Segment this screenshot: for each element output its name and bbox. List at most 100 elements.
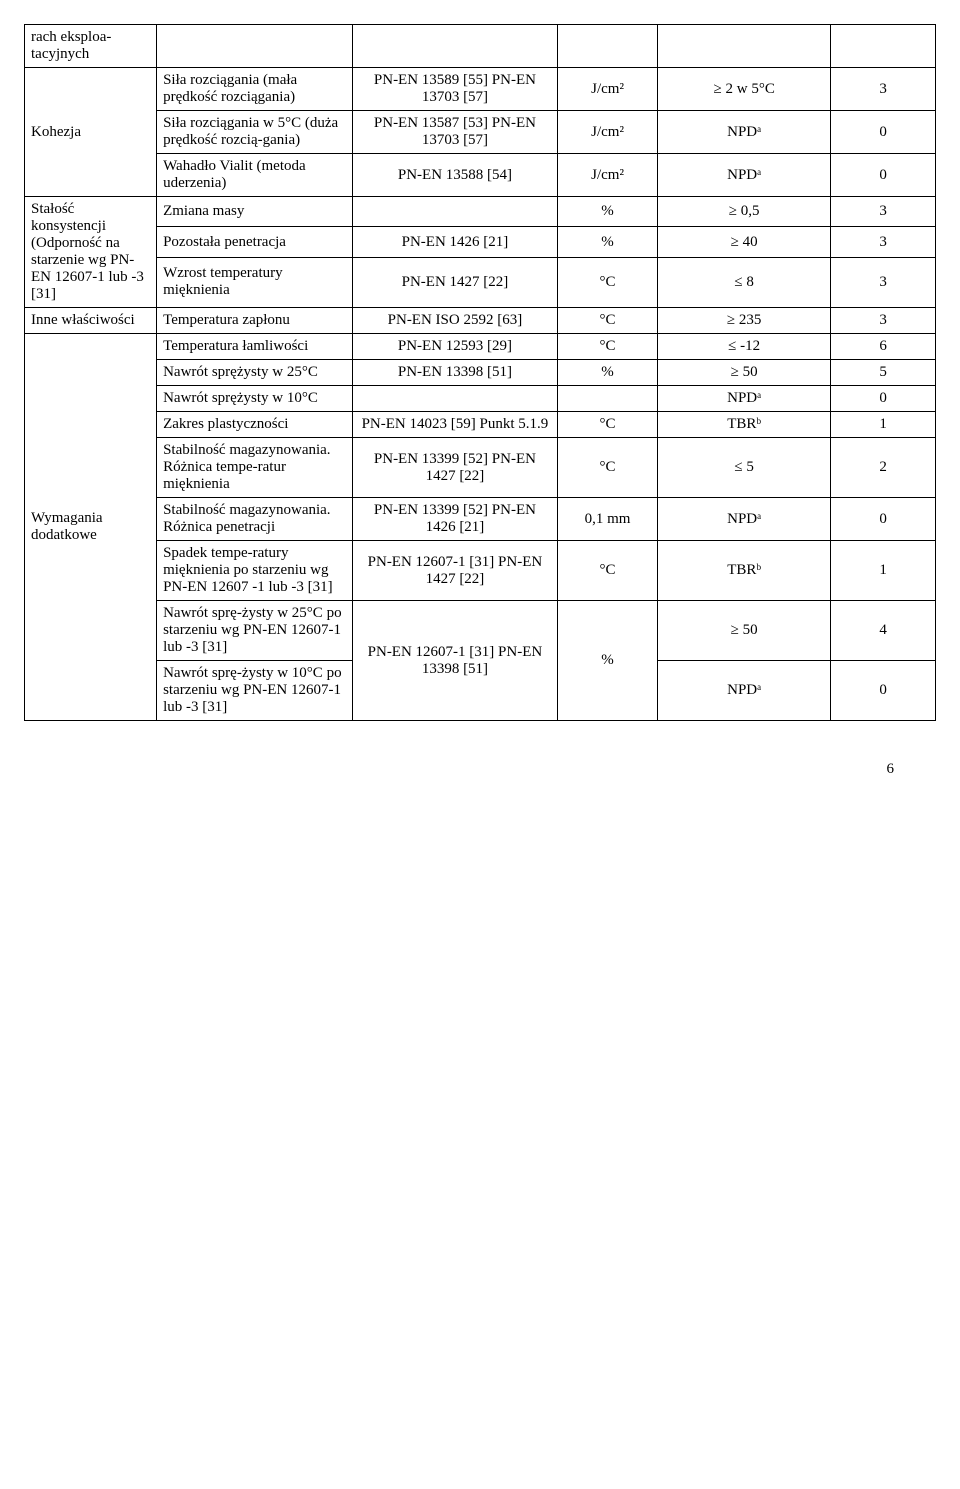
table-cell: PN-EN 13589 [55] PN-EN 13703 [57] [352, 68, 557, 111]
table-cell: TBRᵇ [658, 541, 831, 601]
table-cell: 3 [831, 227, 936, 257]
table-cell: Stabilność magazynowania. Różnica penetr… [157, 498, 353, 541]
table-cell [352, 386, 557, 412]
table-cell: Siła rozciągania (mała prędkość rozciąga… [157, 68, 353, 111]
table-cell: % [557, 227, 657, 257]
table-row: Nawrót sprężysty w 10°CNPDᵃ0 [25, 386, 936, 412]
table-cell: 0 [831, 386, 936, 412]
table-cell: PN-EN 12607-1 [31] PN-EN 13398 [51] [352, 601, 557, 721]
table-cell: 3 [831, 197, 936, 227]
table-cell: NPDᵃ [658, 154, 831, 197]
table-cell: TBRᵇ [658, 412, 831, 438]
table-cell: °C [557, 308, 657, 334]
table-row: Wahadło Vialit (metoda uderzenia)PN-EN 1… [25, 154, 936, 197]
table-cell: J/cm² [557, 154, 657, 197]
table-cell: °C [557, 334, 657, 360]
table-cell: NPDᵃ [658, 498, 831, 541]
table-cell: Kohezja [25, 68, 157, 197]
table-row: Stabilność magazynowania. Różnica penetr… [25, 498, 936, 541]
table-cell [557, 25, 657, 68]
table-cell: °C [557, 541, 657, 601]
table-cell: ≥ 50 [658, 360, 831, 386]
table-cell [831, 25, 936, 68]
table-cell: Stałość konsystencji (Odporność na starz… [25, 197, 157, 308]
table-cell: Zmiana masy [157, 197, 353, 227]
table-cell: ≥ 2 w 5°C [658, 68, 831, 111]
table-row: Siła rozciągania w 5°C (duża prędkość ro… [25, 111, 936, 154]
table-cell: Wzrost temperatury mięknienia [157, 257, 353, 307]
table-row: Wzrost temperatury mięknieniaPN-EN 1427 … [25, 257, 936, 307]
table-row: Nawrót sprę-żysty w 25°C po starzeniu wg… [25, 601, 936, 661]
table-cell: NPDᵃ [658, 111, 831, 154]
table-cell: Nawrót sprę-żysty w 25°C po starzeniu wg… [157, 601, 353, 661]
table-cell: PN-EN 13587 [53] PN-EN 13703 [57] [352, 111, 557, 154]
table-cell: Nawrót sprężysty w 10°C [157, 386, 353, 412]
table-cell [557, 386, 657, 412]
table-row: KohezjaSiła rozciągania (mała prędkość r… [25, 68, 936, 111]
table-cell: PN-EN 14023 [59] Punkt 5.1.9 [352, 412, 557, 438]
table-cell: rach eksploa-tacyjnych [25, 25, 157, 68]
spec-table: rach eksploa-tacyjnychKohezjaSiła rozcią… [24, 24, 936, 721]
table-cell: PN-EN 13588 [54] [352, 154, 557, 197]
table-row: rach eksploa-tacyjnych [25, 25, 936, 68]
table-cell: Pozostała penetracja [157, 227, 353, 257]
table-cell: ≤ -12 [658, 334, 831, 360]
table-cell: 3 [831, 308, 936, 334]
table-cell: PN-EN 12593 [29] [352, 334, 557, 360]
table-cell: ≥ 50 [658, 601, 831, 661]
table-cell: 0 [831, 154, 936, 197]
table-cell: Temperatura zapłonu [157, 308, 353, 334]
table-cell: 3 [831, 257, 936, 307]
table-cell: 4 [831, 601, 936, 661]
page-number: 6 [24, 721, 936, 778]
table-row: Spadek tempe-ratury mięknienia po starze… [25, 541, 936, 601]
table-cell: PN-EN 13399 [52] PN-EN 1426 [21] [352, 498, 557, 541]
table-row: Stabilność magazynowania. Różnica tempe-… [25, 438, 936, 498]
table-cell: J/cm² [557, 111, 657, 154]
table-cell: PN-EN 13398 [51] [352, 360, 557, 386]
table-cell: PN-EN 12607-1 [31] PN-EN 1427 [22] [352, 541, 557, 601]
table-cell: ≥ 40 [658, 227, 831, 257]
table-cell: J/cm² [557, 68, 657, 111]
table-cell: °C [557, 412, 657, 438]
table-cell: 0 [831, 661, 936, 721]
table-row: Zakres plastycznościPN-EN 14023 [59] Pun… [25, 412, 936, 438]
table-cell: PN-EN 13399 [52] PN-EN 1427 [22] [352, 438, 557, 498]
table-cell [352, 197, 557, 227]
table-cell: °C [557, 257, 657, 307]
table-cell: Nawrót sprężysty w 25°C [157, 360, 353, 386]
table-row: Inne właściwościTemperatura zapłonuPN-EN… [25, 308, 936, 334]
table-cell: Siła rozciągania w 5°C (duża prędkość ro… [157, 111, 353, 154]
table-cell: Temperatura łamliwości [157, 334, 353, 360]
table-cell: ≤ 5 [658, 438, 831, 498]
table-cell: ≥ 0,5 [658, 197, 831, 227]
table-cell [658, 25, 831, 68]
table-cell: % [557, 197, 657, 227]
table-cell: Wymagania dodatkowe [25, 334, 157, 721]
table-cell: 1 [831, 412, 936, 438]
table-cell: PN-EN 1427 [22] [352, 257, 557, 307]
table-cell: 2 [831, 438, 936, 498]
table-cell: ≤ 8 [658, 257, 831, 307]
table-cell: Inne właściwości [25, 308, 157, 334]
table-cell: % [557, 601, 657, 721]
table-cell: Nawrót sprę-żysty w 10°C po starzeniu wg… [157, 661, 353, 721]
table-cell: °C [557, 438, 657, 498]
table-cell: Zakres plastyczności [157, 412, 353, 438]
table-row: Stałość konsystencji (Odporność na starz… [25, 197, 936, 227]
table-row: Pozostała penetracjaPN-EN 1426 [21]%≥ 40… [25, 227, 936, 257]
table-row: Wymagania dodatkoweTemperatura łamliwośc… [25, 334, 936, 360]
table-cell: PN-EN 1426 [21] [352, 227, 557, 257]
table-cell: Wahadło Vialit (metoda uderzenia) [157, 154, 353, 197]
table-cell: 3 [831, 68, 936, 111]
table-cell: ≥ 235 [658, 308, 831, 334]
table-cell: 0 [831, 111, 936, 154]
table-cell: Stabilność magazynowania. Różnica tempe-… [157, 438, 353, 498]
table-cell: 6 [831, 334, 936, 360]
table-cell: 1 [831, 541, 936, 601]
table-cell: Spadek tempe-ratury mięknienia po starze… [157, 541, 353, 601]
table-cell: NPDᵃ [658, 661, 831, 721]
table-cell: PN-EN ISO 2592 [63] [352, 308, 557, 334]
table-row: Nawrót sprężysty w 25°CPN-EN 13398 [51]%… [25, 360, 936, 386]
table-cell: 0,1 mm [557, 498, 657, 541]
